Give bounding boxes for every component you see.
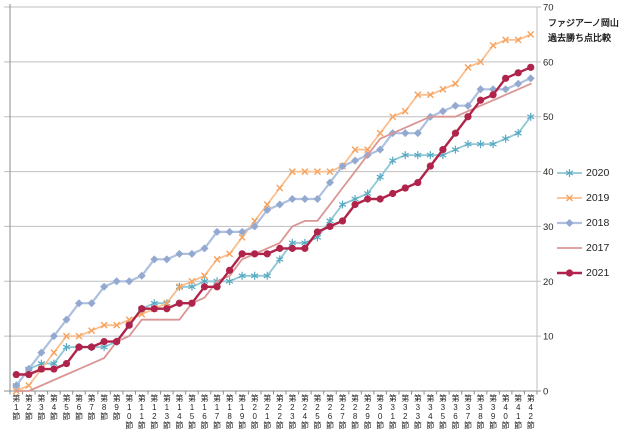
legend-label-2018: 2018 <box>586 216 610 229</box>
legend-label-2021: 2021 <box>586 266 610 279</box>
legend-label-2020: 2020 <box>586 166 610 179</box>
series-line-2017 <box>15 82 532 392</box>
series-2018 <box>12 74 535 390</box>
legend-item-2021: 2021 <box>556 260 609 285</box>
series-markers-2019 <box>12 30 535 395</box>
series-2017 <box>15 82 532 392</box>
legend-item-2017: 2017 <box>556 235 609 260</box>
series-2019 <box>12 30 535 395</box>
y-tick-label-60: 60 <box>543 57 554 68</box>
legend-marker-2021 <box>557 268 582 277</box>
y-tick-label-50: 50 <box>543 112 554 123</box>
y-tick-label-40: 40 <box>543 167 554 178</box>
series-2021 <box>12 63 535 379</box>
chart-title-line1: ファジアーノ岡山 <box>548 18 619 28</box>
chart-title-line2: 過去勝ち点比較 <box>548 33 612 43</box>
legend-item-2018: 2018 <box>556 210 609 235</box>
y-tick-label-0: 0 <box>543 387 548 398</box>
chart-title: ファジアーノ岡山 過去勝ち点比較 <box>548 16 620 46</box>
legend-item-2019: 2019 <box>556 185 609 210</box>
legend: 2020 2019 2018 2017 2021 <box>556 160 609 285</box>
series-line-2019 <box>15 33 532 392</box>
series-markers-2021 <box>12 63 535 379</box>
legend-marker-2020 <box>557 168 582 177</box>
y-tick-label-10: 10 <box>543 332 554 343</box>
series-markers-2018 <box>12 74 535 390</box>
y-tick-label-70: 70 <box>543 3 554 14</box>
legend-item-2020: 2020 <box>556 160 609 185</box>
legend-label-2017: 2017 <box>586 241 610 254</box>
legend-marker-2017 <box>557 246 582 249</box>
legend-label-2019: 2019 <box>586 191 610 204</box>
legend-marker-2019 <box>557 194 582 201</box>
y-tick-label-30: 30 <box>543 222 554 233</box>
legend-marker-2018 <box>557 218 582 227</box>
series-line-2018 <box>15 77 532 387</box>
y-tick-label-20: 20 <box>543 277 554 288</box>
